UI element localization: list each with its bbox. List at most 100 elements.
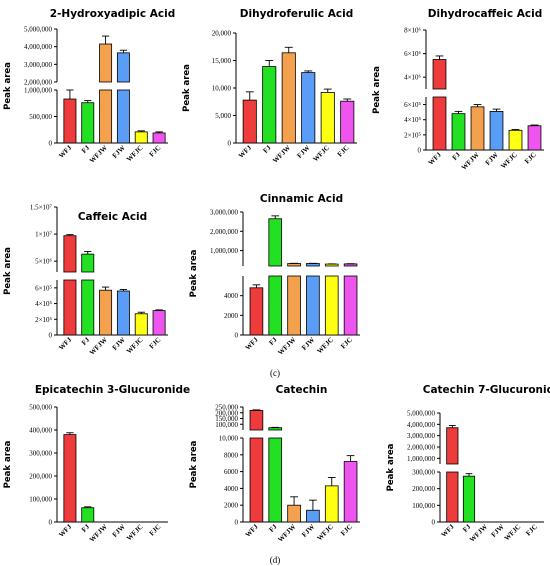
y-tick-label: 4,000,000 [24,43,53,51]
x-tick-label: FJ [80,143,92,155]
y-tick-label: 5×10⁶ [35,258,52,266]
y-axis-label: Peak area [189,249,199,297]
y-tick-label: 5,000,000 [24,26,53,34]
y-axis-label: Peak area [3,440,13,488]
x-tick-label: FJW [484,151,500,167]
bar-fjw [306,275,320,336]
bar-fjc [527,125,542,151]
bar-wfj-upper [446,427,459,465]
x-tick-label: WFJW [88,144,109,165]
x-tick-label: WFJC [125,336,145,356]
bar-wfj [63,434,77,523]
y-tick-label: 0 [235,332,239,340]
chart-title: Dihydrocaffeic Acid [428,8,542,20]
y-tick-label: 2000 [224,502,239,510]
chart-title: Dihydroferulic Acid [240,8,353,20]
y-tick-label: 6×10⁵ [35,284,52,292]
bar-wfjw [287,275,301,336]
bar-fj-upper [268,427,283,431]
bar-fj [462,475,476,523]
chart-panel: Catechin Peak area 0 2000 4000 6000 8000 10,000… [189,384,360,544]
panel-label: (d) [270,555,281,565]
x-tick-label: WFJ [237,143,253,159]
bar-fjw-upper [306,263,320,267]
x-tick-label: WFJ [244,522,260,538]
y-tick-label: 1,000,000 [407,455,436,463]
y-tick-label: 2×10⁵ [35,316,52,324]
x-tick-label: FJW [300,336,316,352]
x-tick-label: WFJC [125,523,145,543]
bar-fj [81,102,95,144]
bar-fjc [152,132,166,144]
chart-title: Caffeic Acid [78,211,147,223]
bar-wfjw [287,504,301,523]
y-tick-label: 0 [228,140,232,148]
bar-wfjw [99,289,113,336]
y-axis-label: Peak area [182,64,192,112]
bar-fjw [489,110,504,151]
chart-panel: Catechin 7-Glucuronide Peak area 0 100,000 2… [386,384,550,544]
y-tick-label: 300,000 [29,450,52,458]
y-axis-label: Peak area [3,247,13,295]
y-tick-label: 0 [49,332,53,340]
bar-fjc [343,461,358,523]
y-tick-label: 2×10⁵ [404,131,421,139]
chart-panel: Cinnamic Acid Peak area 0 2000 4000 1,000,000… [189,193,360,357]
y-tick-label: 6000 [224,468,239,476]
bar-wfjc [320,92,335,144]
y-tick-label: 500,000 [29,113,52,121]
y-tick-label: 200,000 [29,473,52,481]
x-tick-label: FJ [461,522,473,534]
y-tick-label: 5,000,000 [407,410,436,418]
bar-wfjc [324,275,339,336]
y-tick-label: 100,000 [29,496,52,504]
bar-wfj-upper [63,235,77,273]
x-tick-label: FJ [268,522,280,534]
chart-title: Cinnamic Acid [260,193,343,205]
y-tick-label: 4×10⁵ [35,300,52,308]
x-tick-label: FJW [296,144,312,160]
bar-wfjw [99,89,113,144]
bar-fjw [116,89,130,144]
bar-fj [81,507,95,523]
y-tick-label: 0 [432,519,436,527]
y-tick-label: 1,000,000 [24,87,53,95]
bar-fj [81,279,95,336]
y-tick-label: 400,000 [29,427,52,435]
y-tick-label: 150,000 [215,415,238,423]
bar-wfjc [134,313,148,336]
y-tick-label: 2,000,000 [210,228,239,236]
x-tick-label: WFJC [499,151,519,171]
y-tick-label: 15,000 [212,57,232,65]
y-tick-label: 1×10⁷ [35,231,52,239]
chart-panel: 2-Hydroxyadipic Acid Peak area 0 500,000 1,0… [3,8,175,165]
bar-fjc [340,100,355,144]
y-tick-label: 4000 [224,292,239,300]
y-tick-label: 6×10⁵ [404,101,421,109]
chart-panel: Caffeic Acid Peak area 0 2×10⁵ 4×10⁵ 6×10⁵ 5×1… [3,204,168,357]
x-tick-label: FJ [80,335,92,347]
bar-wfjw-upper [287,263,301,267]
x-tick-label: WFJC [503,523,523,543]
bar-wfjw [281,52,296,144]
bar-wfj [63,98,77,144]
y-tick-label: 4000 [224,485,239,493]
y-axis-label: Peak area [3,62,13,110]
y-axis-label: Peak area [372,66,382,114]
bar-wfj [249,437,264,523]
bar-fjw [306,509,320,523]
y-tick-label: 200,000 [412,485,435,493]
y-tick-label: 100,000 [215,421,238,429]
bar-wfj [432,96,447,151]
y-tick-label: 0 [418,147,422,155]
y-tick-label: 2000 [224,312,239,320]
y-tick-label: 10,000 [219,435,239,443]
bar-fj [262,66,277,144]
y-tick-label: 0 [49,140,53,148]
y-tick-label: 1,000,000 [210,247,239,255]
chart-panel: Epicatechin 3-Glucuronide Peak area 0 100,0… [3,384,190,544]
bar-wfj [63,279,77,336]
x-tick-label: WFJC [315,336,335,356]
bar-wfjw-upper [99,43,113,83]
y-tick-label: 10,000 [212,85,232,93]
